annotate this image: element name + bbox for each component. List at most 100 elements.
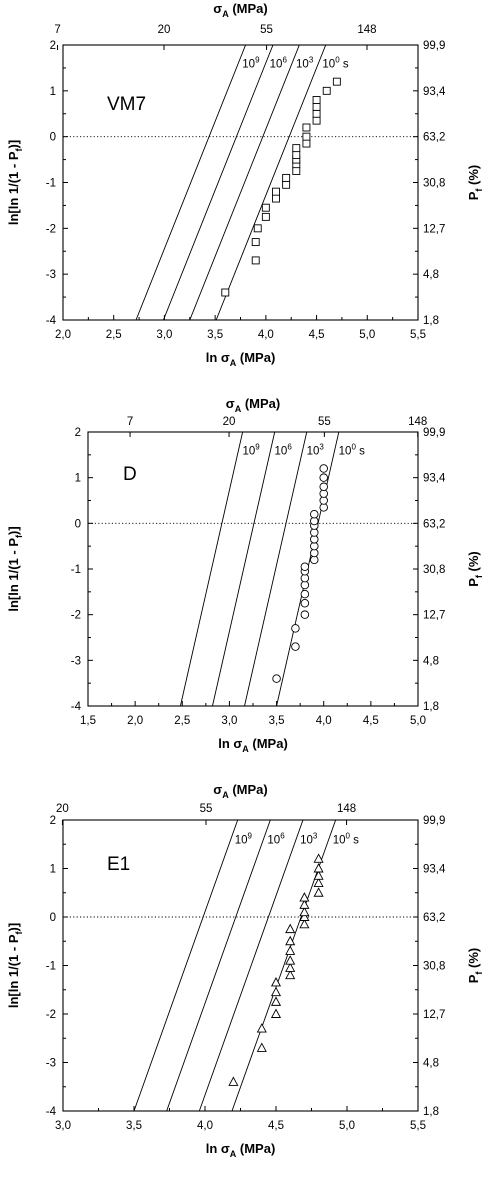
weibull-line-label: 100 s <box>339 442 365 457</box>
right-tick-label: 99,9 <box>423 40 445 52</box>
data-point-square <box>272 194 280 203</box>
weibull-line-label: 109 <box>242 442 260 457</box>
panel-label: VM7 <box>107 94 146 115</box>
y-tick-label: -3 <box>46 269 56 281</box>
y-axis-label: ln[ln 1/(1 - Pf)] <box>6 526 24 611</box>
data-point-triangle <box>270 977 282 987</box>
right-axis-label: Pf (%) <box>466 551 484 587</box>
data-point-triangle <box>285 935 296 946</box>
data-point-square <box>292 151 301 159</box>
right-tick-label: 63,2 <box>423 912 445 924</box>
data-point-triangle <box>313 853 324 863</box>
y-tick-label: -1 <box>46 178 56 190</box>
data-point-circle <box>319 473 328 482</box>
data-point-circle <box>319 464 328 473</box>
data-point-triangle <box>256 1023 267 1033</box>
right-axis-label: Pf (%) <box>466 948 484 984</box>
weibull-line-3 <box>189 45 300 320</box>
x-tick-label: 4,0 <box>316 715 332 727</box>
top-tick-label: 55 <box>318 416 331 428</box>
top-tick-label: 55 <box>260 24 273 36</box>
top-tick-label: 7 <box>127 416 133 428</box>
weibull-line-1 <box>179 432 244 706</box>
data-point-triangle <box>299 892 310 902</box>
data-point-triangle <box>270 996 282 1006</box>
right-tick-label: 1,8 <box>423 1106 439 1118</box>
data-point-square <box>302 132 311 141</box>
weibull-line-4 <box>215 45 327 320</box>
top-tick-label: 148 <box>357 24 376 36</box>
x-tick-label: 5,0 <box>410 715 426 727</box>
x-tick-label: 4,5 <box>268 1120 284 1132</box>
weibull-line-3 <box>244 432 308 706</box>
data-point-square <box>272 187 280 196</box>
right-tick-label: 30,8 <box>423 178 445 190</box>
weibull-line-1 <box>135 45 246 320</box>
right-tick-label: 63,2 <box>423 518 445 530</box>
data-point-triangle <box>228 1076 239 1086</box>
weibull-line-label: 100 s <box>322 55 348 70</box>
top-tick-label: 7 <box>54 24 60 36</box>
data-point-square <box>302 123 311 132</box>
y-tick-label: -1 <box>46 961 56 973</box>
data-point-circle <box>300 562 310 571</box>
x-tick-label: 3,5 <box>126 1120 142 1132</box>
x-tick-label: 3,5 <box>269 715 285 727</box>
data-point-circle <box>319 482 328 492</box>
data-point-triangle <box>256 1042 267 1052</box>
data-point-square <box>261 212 270 221</box>
x-tick-label: 4,5 <box>363 715 379 727</box>
panel-label: D <box>123 464 137 485</box>
data-point-circle <box>272 674 281 683</box>
x-axis-label: ln σA (MPa) <box>218 736 288 754</box>
x-tick-label: 5,0 <box>339 1120 355 1132</box>
data-point-triangle <box>285 969 296 980</box>
data-point-square <box>292 167 301 175</box>
right-tick-label: 99,9 <box>423 427 445 439</box>
weibull-line-label: 106 <box>270 55 288 70</box>
right-tick-label: 30,8 <box>423 961 445 973</box>
weibull-line-label: 109 <box>235 831 253 846</box>
y-tick-label: -4 <box>46 1106 57 1118</box>
data-point-triangle <box>270 1008 282 1018</box>
x-tick-label: 4,5 <box>309 329 325 341</box>
y-tick-label: -4 <box>71 701 82 713</box>
y-tick-label: 2 <box>50 815 56 827</box>
data-point-square <box>292 144 301 153</box>
y-tick-label: -2 <box>46 1009 56 1021</box>
x-tick-label: 2,0 <box>55 329 71 341</box>
top-axis-label: σA (MPa) <box>226 396 280 414</box>
data-point-triangle <box>313 877 324 887</box>
weibull-line-2 <box>166 820 271 1111</box>
data-point-triangle <box>299 899 310 909</box>
right-tick-label: 30,8 <box>423 564 445 576</box>
x-tick-label: 2,5 <box>174 715 190 727</box>
y-axis-label: ln[ln 1/(1 - Pf)] <box>6 140 24 225</box>
x-tick-label: 3,0 <box>55 1120 71 1132</box>
x-tick-label: 5,0 <box>359 329 375 341</box>
right-tick-label: 99,9 <box>423 815 445 827</box>
plot-frame <box>87 431 419 707</box>
data-point-circle <box>310 509 319 519</box>
x-tick-label: 2,5 <box>106 329 122 341</box>
y-tick-label: 1 <box>50 86 56 98</box>
data-point-square <box>282 173 291 182</box>
x-axis-label: ln σA (MPa) <box>206 1141 276 1159</box>
x-axis-label: ln σA (MPa) <box>206 350 276 368</box>
data-point-square <box>261 203 270 212</box>
data-point-square <box>312 102 321 111</box>
top-tick-label: 20 <box>158 24 171 36</box>
data-point-triangle <box>313 887 324 897</box>
x-tick-label: 1,5 <box>80 715 96 727</box>
weibull-line-2 <box>162 45 274 320</box>
weibull-line-label: 103 <box>296 55 314 70</box>
top-tick-label: 20 <box>223 416 236 428</box>
panel-label: E1 <box>107 854 130 875</box>
data-point-square <box>332 77 341 86</box>
right-tick-label: 93,4 <box>423 86 446 98</box>
right-tick-label: 93,4 <box>423 864 446 876</box>
data-point-square <box>302 139 311 148</box>
x-tick-label: 4,0 <box>197 1120 213 1132</box>
data-point-square <box>312 96 321 104</box>
weibull-line-label: 106 <box>267 831 285 846</box>
